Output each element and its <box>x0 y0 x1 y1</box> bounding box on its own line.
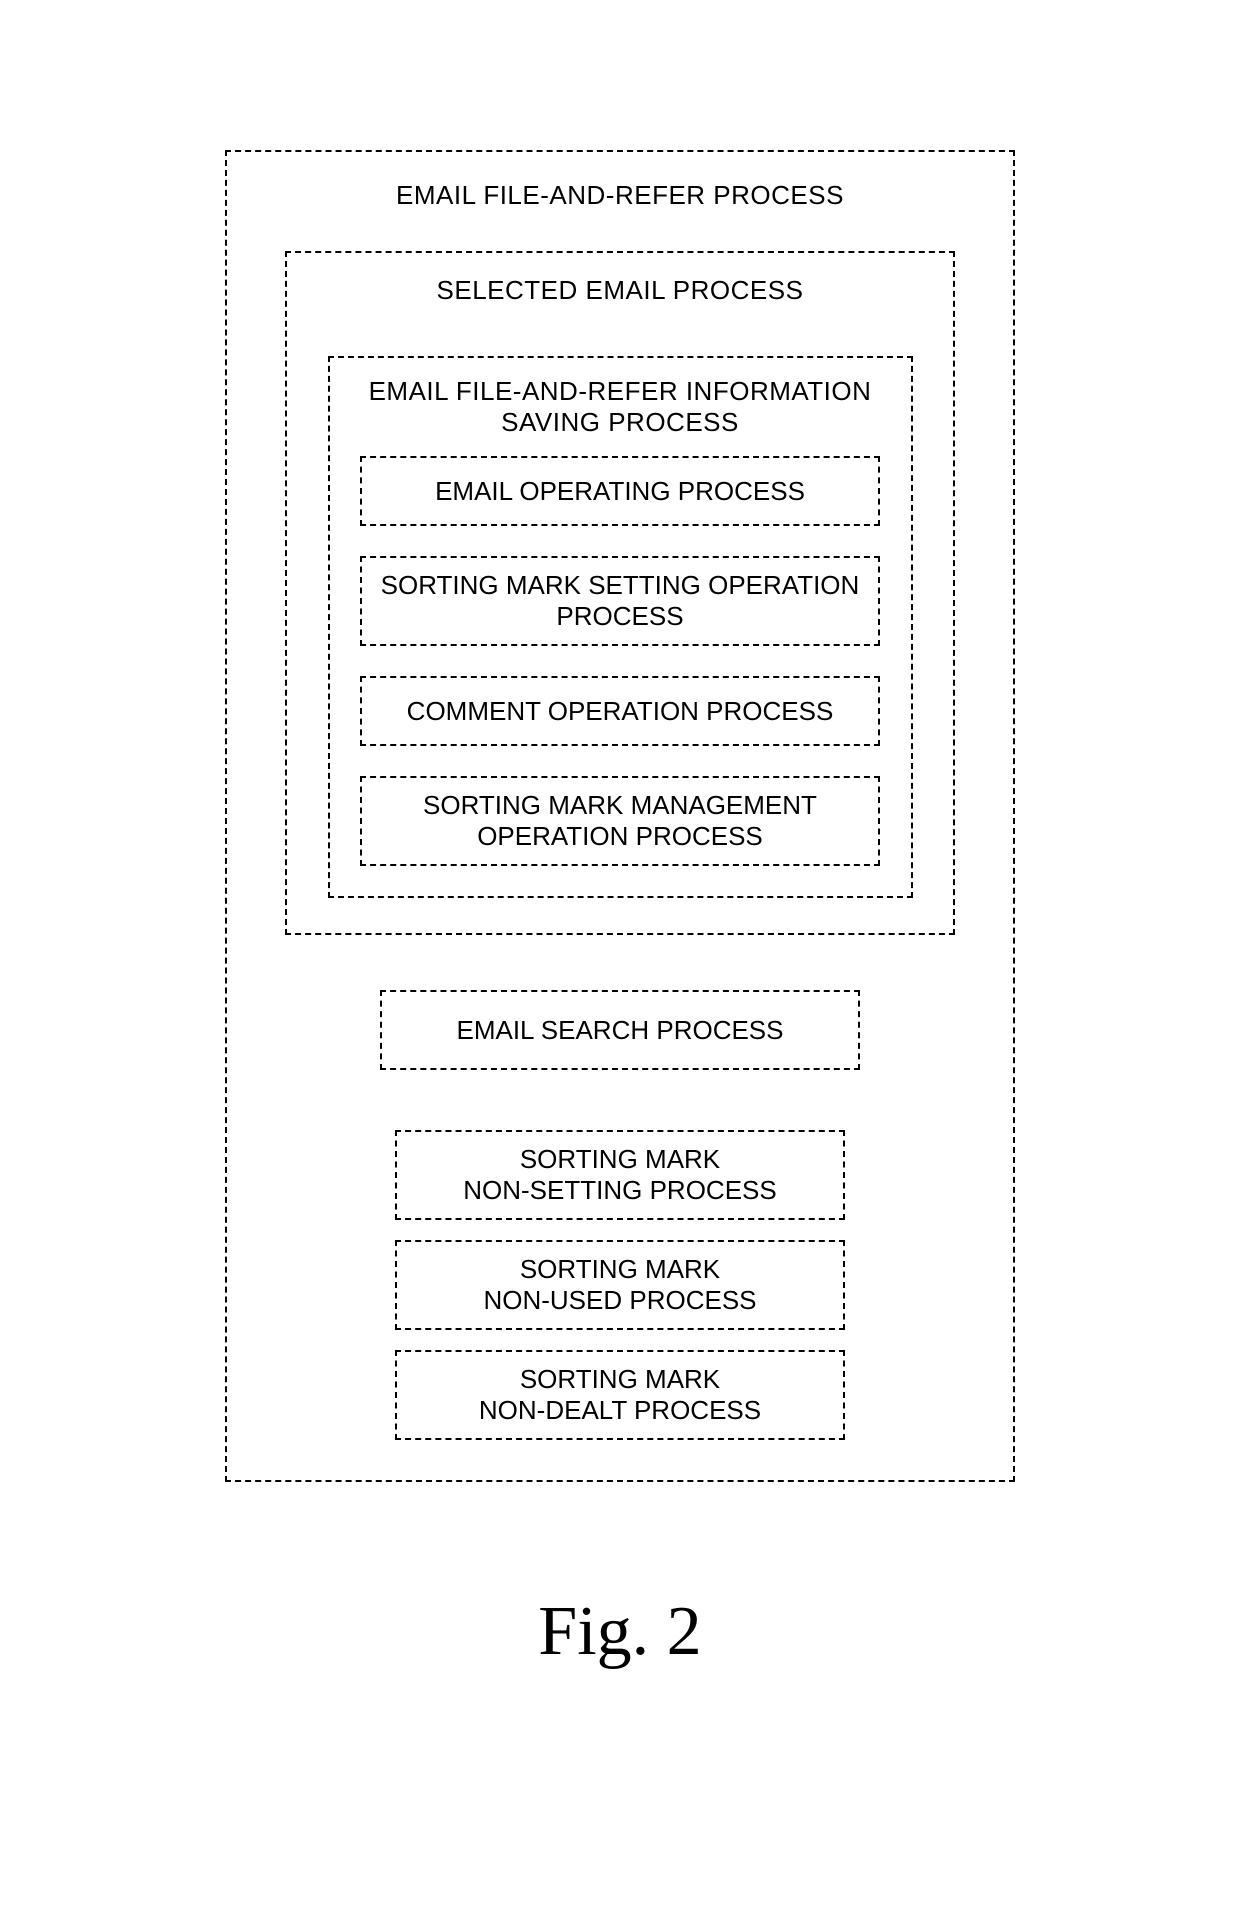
outer-process-title: EMAIL FILE-AND-REFER PROCESS <box>227 180 1013 211</box>
saving-child-box: EMAIL OPERATING PROCESS <box>360 456 880 526</box>
bottom-process-box: SORTING MARKNON-USED PROCESS <box>395 1240 845 1330</box>
diagram-canvas: EMAIL FILE-AND-REFER PROCESS SELECTED EM… <box>0 0 1240 1911</box>
bottom-process-group: SORTING MARKNON-SETTING PROCESSSORTING M… <box>227 1130 1013 1440</box>
bottom-process-line2: NON-USED PROCESS <box>483 1285 756 1316</box>
bottom-process-line2: NON-SETTING PROCESS <box>463 1175 776 1206</box>
bottom-process-line1: SORTING MARK <box>520 1254 720 1285</box>
selected-email-process-title: SELECTED EMAIL PROCESS <box>287 275 953 306</box>
bottom-process-box: SORTING MARKNON-SETTING PROCESS <box>395 1130 845 1220</box>
selected-email-process-box: SELECTED EMAIL PROCESS EMAIL FILE-AND-RE… <box>285 251 955 935</box>
saving-process-title: EMAIL FILE-AND-REFER INFORMATION SAVING … <box>330 376 911 438</box>
saving-child-label: SORTING MARK SETTING OPERATION PROCESS <box>372 570 868 632</box>
saving-process-box: EMAIL FILE-AND-REFER INFORMATION SAVING … <box>328 356 913 898</box>
saving-child-box: SORTING MARK SETTING OPERATION PROCESS <box>360 556 880 646</box>
saving-child-label: COMMENT OPERATION PROCESS <box>407 696 834 727</box>
bottom-process-line2: NON-DEALT PROCESS <box>479 1395 761 1426</box>
saving-child-label: SORTING MARK MANAGEMENT OPERATION PROCES… <box>372 790 868 852</box>
saving-child-box: COMMENT OPERATION PROCESS <box>360 676 880 746</box>
saving-child-label: EMAIL OPERATING PROCESS <box>435 476 805 507</box>
email-search-process-label: EMAIL SEARCH PROCESS <box>456 1015 783 1046</box>
saving-process-children: EMAIL OPERATING PROCESS SORTING MARK SETT… <box>330 456 911 866</box>
bottom-process-line1: SORTING MARK <box>520 1144 720 1175</box>
bottom-process-line1: SORTING MARK <box>520 1364 720 1395</box>
outer-process-box: EMAIL FILE-AND-REFER PROCESS SELECTED EM… <box>225 150 1015 1482</box>
figure-label: Fig. 2 <box>0 1592 1240 1672</box>
bottom-process-box: SORTING MARKNON-DEALT PROCESS <box>395 1350 845 1440</box>
saving-child-box: SORTING MARK MANAGEMENT OPERATION PROCES… <box>360 776 880 866</box>
email-search-process-box: EMAIL SEARCH PROCESS <box>380 990 860 1070</box>
